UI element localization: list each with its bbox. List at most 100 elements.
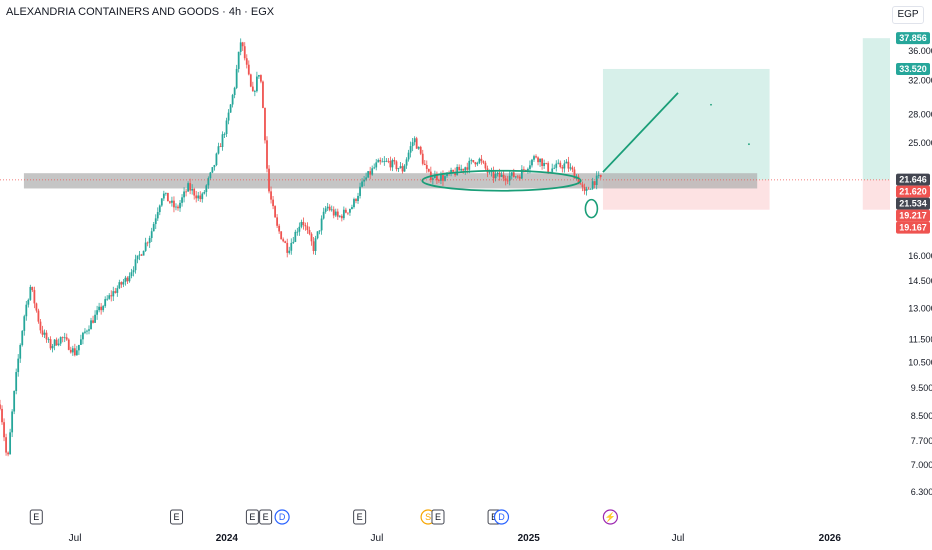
candle-body (377, 160, 380, 163)
candle-body (211, 167, 214, 173)
candle-body (160, 198, 163, 206)
candle-body (415, 138, 418, 149)
candle-body (177, 206, 179, 209)
candle-body (258, 75, 260, 77)
candle-body (292, 241, 295, 243)
candle-body (51, 346, 54, 349)
candle-body (363, 179, 365, 182)
candle-body (470, 160, 473, 161)
earnings-marker[interactable] (170, 509, 184, 525)
price-axis: 6.300 7.000 7.700 8.500 9.500 10.500 11.500 13.… (908, 46, 932, 497)
candle-body (255, 76, 258, 92)
candle-body (239, 42, 242, 52)
candle-body (75, 350, 78, 356)
candle-body (330, 209, 333, 211)
price-badge-label: 21.646 (899, 175, 927, 185)
dividend-marker[interactable] (493, 509, 510, 525)
candle-body (185, 191, 187, 193)
candle-body (9, 432, 12, 455)
candle-body (561, 167, 564, 169)
candle-body (456, 166, 459, 176)
candle-body (413, 138, 416, 143)
candle-body (539, 158, 541, 163)
candle-body (417, 146, 420, 149)
candle-body (53, 339, 56, 347)
candle-body (324, 208, 327, 212)
candle-body (90, 320, 92, 330)
event-label: E (357, 512, 363, 522)
breakout-ellipse[interactable] (584, 198, 599, 219)
candle-body (533, 156, 535, 160)
candle-body (187, 183, 190, 192)
candle-body (551, 168, 554, 172)
candle-body (306, 226, 309, 231)
candle-body (357, 195, 359, 201)
candle-body (520, 169, 523, 179)
candle-body (440, 175, 442, 181)
candle-body (217, 146, 220, 154)
candle-body (126, 277, 129, 282)
price-badge-label: 21.534 (899, 199, 927, 209)
candle-body (13, 390, 16, 412)
candle-body (49, 339, 52, 349)
candle-body (251, 86, 254, 92)
candle-body (227, 112, 230, 121)
projection-line[interactable] (602, 92, 679, 173)
earnings-marker[interactable] (245, 509, 259, 525)
candle-body (266, 140, 268, 169)
support-ellipse[interactable] (421, 169, 582, 192)
target-zone[interactable] (602, 68, 770, 180)
earnings-marker[interactable] (353, 509, 367, 525)
ipo-marker[interactable] (602, 509, 618, 525)
candle-body (201, 193, 204, 200)
candle-body (310, 233, 313, 242)
candle-body (207, 178, 210, 186)
candle-body (110, 295, 113, 297)
candle-body (401, 166, 404, 172)
candle-body (547, 163, 550, 173)
candle-body (140, 254, 143, 256)
earnings-marker[interactable] (431, 509, 445, 525)
candle-body (148, 238, 151, 243)
candle-body (399, 166, 402, 169)
candle-body (446, 172, 448, 177)
price-badge-label: 19.217 (899, 211, 927, 221)
candle-body (353, 199, 355, 208)
earnings-marker[interactable] (259, 509, 273, 525)
candle-body (320, 218, 323, 231)
target-zone-right (862, 38, 890, 180)
candle-body (488, 171, 491, 173)
event-label: S (425, 512, 431, 522)
candle-body (579, 183, 582, 185)
candle-body (213, 165, 216, 168)
candle-body (585, 188, 588, 191)
candle-body (237, 51, 240, 69)
candle-body (589, 188, 592, 190)
candle-body (444, 176, 446, 181)
candle-body (41, 330, 44, 335)
candle-body (425, 165, 428, 169)
dividend-marker[interactable] (274, 509, 290, 525)
candle-body (553, 167, 556, 169)
price-badge (896, 173, 930, 186)
candle-body (527, 168, 529, 171)
candle-body (581, 184, 584, 187)
candle-body (43, 332, 46, 335)
candle-body (555, 163, 558, 168)
support-band[interactable] (23, 173, 758, 189)
candle-body (23, 316, 26, 331)
candle-body (223, 134, 226, 135)
candle-body (203, 192, 206, 194)
candle-body (59, 337, 62, 344)
price-badge-label: 21.620 (899, 187, 927, 197)
candle-body (565, 161, 568, 164)
candle-body (599, 174, 602, 177)
y-tick-label: 9.500 (911, 383, 932, 393)
earnings-marker[interactable] (29, 509, 43, 525)
currency-button[interactable]: EGP (892, 6, 924, 24)
candle-body (389, 160, 392, 168)
candle-body (55, 339, 58, 346)
candles (0, 38, 602, 457)
x-tick-label: 2024 (216, 533, 239, 544)
